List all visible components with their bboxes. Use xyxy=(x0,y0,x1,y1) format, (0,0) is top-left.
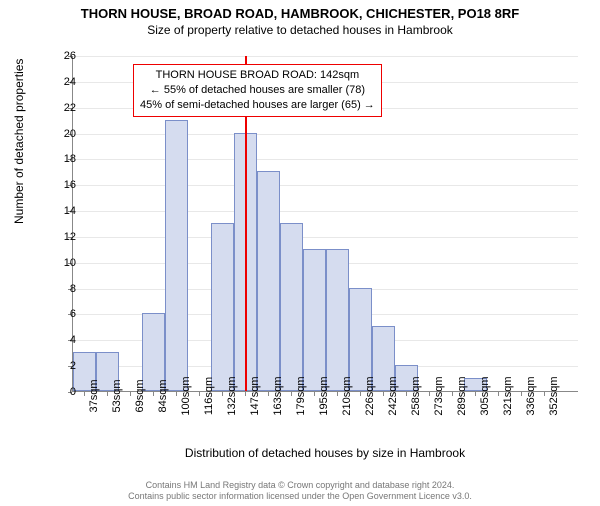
gridline xyxy=(73,134,578,135)
xtick-label: 69sqm xyxy=(134,379,146,412)
ytick-label: 24 xyxy=(46,76,76,88)
annotation-line-3: 45% of semi-detached houses are larger (… xyxy=(140,98,375,113)
xtick-label: 37sqm xyxy=(88,379,100,412)
xtick-label: 352sqm xyxy=(548,376,560,415)
gridline xyxy=(73,159,578,160)
ytick-label: 14 xyxy=(46,205,76,217)
ytick-label: 2 xyxy=(46,360,76,372)
ytick-label: 12 xyxy=(46,231,76,243)
title-sub: Size of property relative to detached ho… xyxy=(0,23,600,37)
xtick-mark xyxy=(521,392,522,396)
xtick-label: 273sqm xyxy=(433,376,445,415)
xtick-label: 53sqm xyxy=(111,379,123,412)
xtick-mark xyxy=(222,392,223,396)
xtick-label: 226sqm xyxy=(364,376,376,415)
histogram-bar xyxy=(280,223,303,391)
x-axis-label: Distribution of detached houses by size … xyxy=(72,446,578,460)
xtick-label: 258sqm xyxy=(410,376,422,415)
footer-line-2: Contains public sector information licen… xyxy=(0,491,600,502)
ytick-label: 26 xyxy=(46,50,76,62)
xtick-label: 116sqm xyxy=(203,377,215,415)
xtick-label: 321sqm xyxy=(502,376,514,415)
histogram-bar xyxy=(257,171,280,391)
xtick-label: 179sqm xyxy=(295,376,307,415)
ytick-label: 22 xyxy=(46,102,76,114)
gridline xyxy=(73,211,578,212)
xtick-label: 132sqm xyxy=(226,376,238,415)
annotation-line-2: ← 55% of detached houses are smaller (78… xyxy=(140,83,375,98)
footer-attribution: Contains HM Land Registry data © Crown c… xyxy=(0,480,600,503)
histogram-bar xyxy=(303,249,326,391)
plot-area: THORN HOUSE BROAD ROAD: 142sqm← 55% of d… xyxy=(72,56,578,392)
xtick-mark xyxy=(475,392,476,396)
xtick-label: 195sqm xyxy=(318,376,330,415)
gridline xyxy=(73,185,578,186)
xtick-label: 210sqm xyxy=(341,376,353,415)
xtick-mark xyxy=(429,392,430,396)
ytick-label: 18 xyxy=(46,153,76,165)
histogram-bar xyxy=(211,223,234,391)
xtick-mark xyxy=(153,392,154,396)
xtick-mark xyxy=(291,392,292,396)
annotation-line-1: THORN HOUSE BROAD ROAD: 142sqm xyxy=(140,68,375,83)
xtick-mark xyxy=(84,392,85,396)
annotation-box: THORN HOUSE BROAD ROAD: 142sqm← 55% of d… xyxy=(133,64,382,117)
histogram-bar xyxy=(165,120,188,391)
ytick-label: 10 xyxy=(46,257,76,269)
xtick-mark xyxy=(337,392,338,396)
xtick-label: 289sqm xyxy=(456,376,468,415)
xtick-mark xyxy=(314,392,315,396)
ytick-label: 0 xyxy=(46,386,76,398)
xtick-mark xyxy=(452,392,453,396)
xtick-label: 242sqm xyxy=(387,376,399,415)
xtick-label: 305sqm xyxy=(479,376,491,415)
xtick-mark xyxy=(544,392,545,396)
xtick-label: 336sqm xyxy=(525,376,537,415)
title-main: THORN HOUSE, BROAD ROAD, HAMBROOK, CHICH… xyxy=(0,6,600,21)
ytick-label: 20 xyxy=(46,128,76,140)
histogram-bar xyxy=(326,249,349,391)
xtick-label: 163sqm xyxy=(272,376,284,415)
xtick-label: 147sqm xyxy=(249,376,261,415)
xtick-mark xyxy=(360,392,361,396)
ytick-label: 16 xyxy=(46,179,76,191)
xtick-label: 100sqm xyxy=(180,376,192,415)
histogram-chart: Number of detached properties THORN HOUS… xyxy=(28,48,588,448)
ytick-label: 6 xyxy=(46,308,76,320)
y-axis-label: Number of detached properties xyxy=(12,59,26,224)
xtick-mark xyxy=(498,392,499,396)
ytick-label: 4 xyxy=(46,334,76,346)
xtick-mark xyxy=(107,392,108,396)
ytick-label: 8 xyxy=(46,283,76,295)
xtick-mark xyxy=(199,392,200,396)
xtick-label: 84sqm xyxy=(157,379,169,412)
xtick-mark xyxy=(268,392,269,396)
gridline xyxy=(73,56,578,57)
xtick-mark xyxy=(406,392,407,396)
gridline xyxy=(73,237,578,238)
footer-line-1: Contains HM Land Registry data © Crown c… xyxy=(0,480,600,491)
xtick-mark xyxy=(130,392,131,396)
xtick-mark xyxy=(176,392,177,396)
xtick-mark xyxy=(383,392,384,396)
xtick-mark xyxy=(245,392,246,396)
